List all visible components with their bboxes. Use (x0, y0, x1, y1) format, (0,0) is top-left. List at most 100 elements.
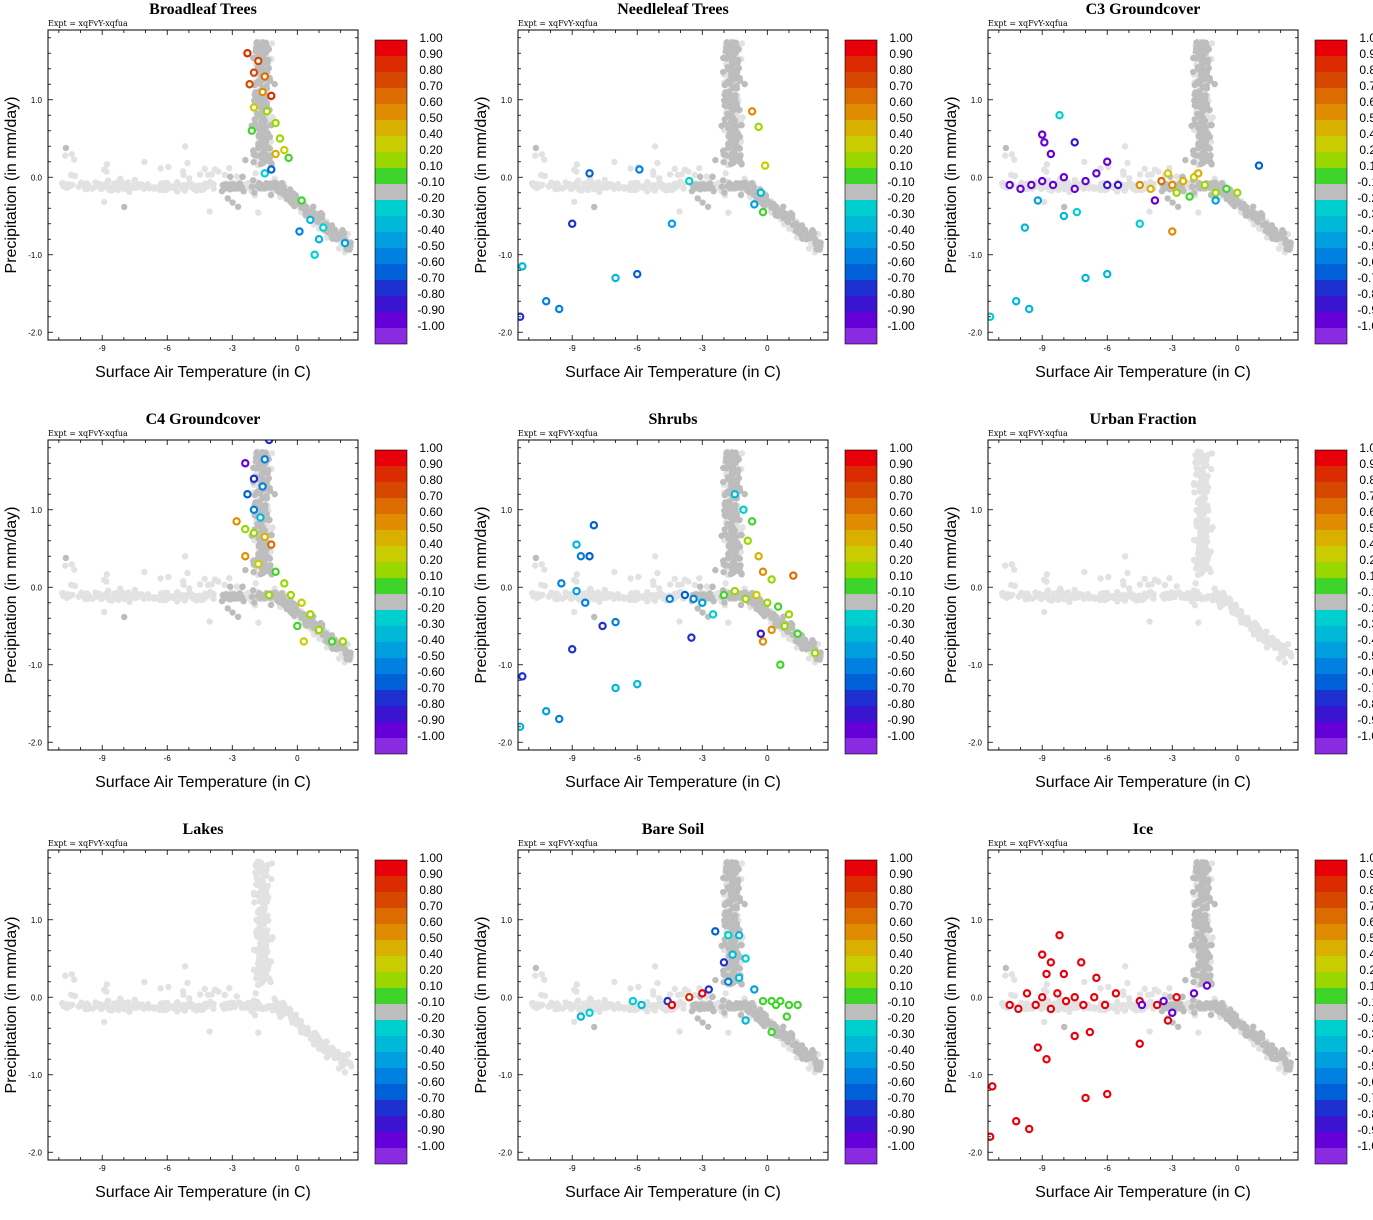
data-point (1104, 182, 1110, 188)
neutral-point (744, 187, 750, 193)
neutral-point (750, 189, 756, 195)
background-point (679, 581, 685, 587)
data-point (1056, 112, 1062, 118)
points-layer (987, 39, 1294, 320)
neutral-point (280, 599, 286, 605)
chart-title: C4 Groundcover (146, 411, 261, 428)
data-point (812, 650, 818, 656)
neutral-point (730, 58, 736, 64)
data-point (307, 611, 313, 617)
neutral-point (1206, 65, 1212, 71)
background-point (252, 170, 258, 176)
points-layer (517, 39, 824, 320)
neutral-point (250, 587, 256, 593)
colorbar-swatch (845, 104, 877, 120)
background-point (60, 180, 66, 186)
neutral-point (736, 107, 742, 113)
data-point (273, 120, 279, 126)
neutral-point (723, 490, 729, 496)
x-tick-label: -3 (699, 344, 707, 353)
neutral-point (329, 235, 335, 241)
neutral-point (1169, 199, 1175, 205)
colorbar-label: 0.40 (419, 127, 443, 141)
neutral-point (262, 185, 268, 191)
data-point (1169, 228, 1175, 234)
neutral-point (793, 222, 799, 228)
colorbar-label: -0.90 (887, 303, 915, 317)
colorbar-swatch (375, 232, 407, 248)
colorbar-label: 0.10 (889, 159, 913, 173)
background-point (69, 592, 75, 598)
data-point (1072, 139, 1078, 145)
colorbar-label: -0.60 (417, 665, 445, 679)
background-point (601, 184, 607, 190)
colorbar-swatch (845, 184, 877, 200)
neutral-point (723, 99, 729, 105)
neutral-point (710, 598, 716, 604)
y-tick-label: -2.0 (28, 738, 42, 747)
background-point (185, 591, 191, 597)
background-point (72, 173, 78, 179)
neutral-point (723, 509, 729, 515)
colorbar-swatch (375, 168, 407, 184)
colorbar-label: -0.70 (887, 271, 915, 285)
data-point (612, 275, 618, 281)
data-point (1048, 151, 1054, 157)
y-tick-label: -2.0 (28, 328, 42, 337)
data-point (582, 600, 588, 606)
background-point (209, 581, 215, 587)
neutral-point (1230, 196, 1236, 202)
neutral-point (709, 584, 715, 590)
background-point (141, 159, 147, 165)
neutral-point (1269, 235, 1275, 241)
data-point (795, 631, 801, 637)
data-point (262, 170, 268, 176)
neutral-point (797, 228, 803, 234)
data-point (586, 170, 592, 176)
background-point (571, 167, 577, 173)
neutral-point (737, 544, 743, 550)
colorbar-label: 0.40 (1359, 127, 1373, 141)
data-point (296, 228, 302, 234)
background-point (611, 159, 617, 165)
x-axis-label: Surface Air Temperature (in C) (95, 774, 311, 791)
data-point (1026, 306, 1032, 312)
y-tick-label: 1.0 (31, 506, 43, 515)
background-point (1142, 166, 1148, 172)
background-point (92, 593, 98, 599)
y-axis-label: Precipitation (in mm/day) (3, 507, 20, 684)
colorbar-swatch (375, 626, 407, 642)
neutral-point (1204, 48, 1210, 54)
neutral-point (267, 134, 273, 140)
colorbar-swatch (375, 690, 407, 706)
y-axis-label: Precipitation (in mm/day) (943, 97, 960, 274)
x-tick-label: -9 (569, 344, 577, 353)
background-point (182, 143, 188, 149)
y-tick-label: -2.0 (498, 328, 512, 337)
background-point (639, 183, 645, 189)
background-point (616, 595, 622, 601)
background-point (532, 152, 538, 158)
background-point (255, 619, 261, 625)
colorbar-label: 0.20 (419, 553, 443, 567)
background-point (616, 185, 622, 191)
background-point (571, 577, 577, 583)
data-point (669, 221, 675, 227)
expt-label: Expt = xqFvY-xqfua (48, 19, 128, 28)
neutral-point (699, 609, 705, 615)
neutral-point (721, 151, 727, 157)
x-tick-label: -6 (164, 754, 172, 763)
neutral-point (1189, 184, 1195, 190)
y-tick-label: -1.0 (498, 251, 512, 260)
colorbar: 1.000.900.800.700.600.500.400.200.10-0.1… (375, 441, 445, 754)
background-point (101, 199, 107, 205)
data-point (1061, 213, 1067, 219)
data-point (573, 542, 579, 548)
expt-label: Expt = xqFvY-xqfua (518, 429, 598, 438)
neutral-point (799, 645, 805, 651)
neutral-point (264, 495, 270, 501)
background-point (609, 591, 615, 597)
neutral-point (1197, 67, 1203, 73)
data-point (1223, 186, 1229, 192)
